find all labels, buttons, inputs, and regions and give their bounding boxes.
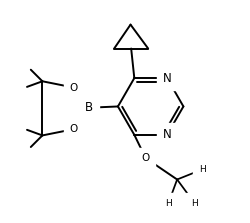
Text: H: H (164, 199, 171, 208)
Text: H: H (190, 199, 197, 208)
Text: N: N (162, 128, 171, 141)
Text: B: B (84, 101, 93, 114)
Text: N: N (162, 72, 171, 85)
Text: H: H (198, 165, 205, 174)
Text: O: O (141, 153, 149, 163)
Text: O: O (70, 83, 78, 93)
Text: O: O (70, 124, 78, 134)
